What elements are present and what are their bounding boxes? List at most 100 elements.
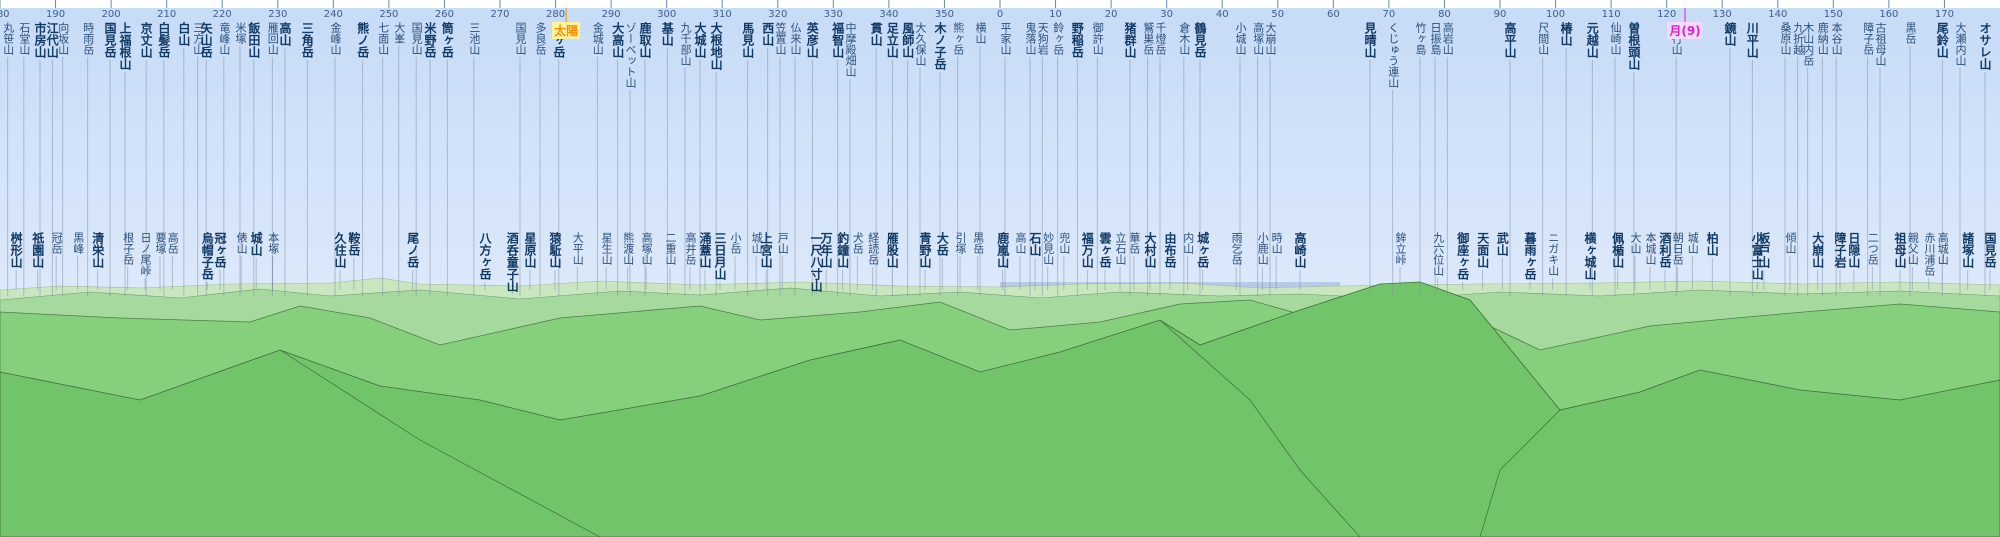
- scale-tick-label: 270: [490, 9, 510, 20]
- peak-label: 大岳: [935, 232, 950, 256]
- peak-label: 大高山: [610, 22, 625, 58]
- peak-label: 大村山: [1143, 232, 1157, 268]
- scale-tick-label: 90: [1493, 9, 1507, 20]
- peak-label: 尾ノ岳: [405, 232, 420, 268]
- scale-tick-label: 180: [0, 9, 10, 20]
- peak-label: 暮雨ヶ岳: [1523, 232, 1537, 280]
- peak-label: 小岳: [729, 232, 742, 254]
- peak-label: 障子岳: [1861, 22, 1875, 55]
- scale-tick-label: 340: [879, 9, 899, 20]
- scale-tick-label: 110: [1601, 9, 1621, 20]
- scale-tick-label: 140: [1768, 9, 1788, 20]
- scale-tick-label: 310: [712, 9, 732, 20]
- peak-label: 大城山: [693, 22, 707, 58]
- peak-label: 古祖母山: [1874, 22, 1887, 66]
- peak-label: 米野岳: [423, 22, 437, 58]
- peak-label: 見晴山: [1363, 22, 1377, 58]
- scale-tick-label: 200: [101, 9, 121, 20]
- peak-label: 白髪岳: [156, 22, 171, 58]
- peak-label: 内山: [1181, 232, 1195, 254]
- peak-label: 上福根山: [118, 22, 132, 70]
- peak-label: 多良岳: [534, 22, 547, 55]
- peak-label: 時山: [1270, 232, 1284, 254]
- peak-label: 日振島: [1429, 22, 1442, 55]
- peak-label: 諸塚山: [1960, 232, 1975, 268]
- peak-label: 野稲岳: [1070, 22, 1085, 58]
- peak-label: 時雨岳: [81, 22, 95, 55]
- peak-label: 米塚: [234, 22, 247, 44]
- peak-label: 高城山: [1936, 232, 1950, 265]
- peak-label: 風師山: [900, 22, 915, 58]
- peak-label: 熊ヶ岳: [951, 22, 965, 55]
- scale-tick-label: 100: [1546, 9, 1566, 20]
- peak-label: 朝日岳: [1671, 232, 1685, 265]
- peak-label: 妙見山: [1041, 232, 1055, 265]
- peak-label: 星原山: [523, 232, 537, 268]
- peak-label: 英彦山: [805, 22, 820, 58]
- scale-tick-label: 300: [657, 9, 677, 20]
- peak-label: 福智山: [830, 22, 845, 58]
- scale-tick-label: 80: [1438, 9, 1451, 20]
- peak-label: 鷲巣岳: [1141, 22, 1155, 55]
- peak-label: 元越山: [1585, 22, 1600, 58]
- peak-label: 木ノ子岳: [933, 22, 947, 70]
- peak-label: 丸笹山: [1, 22, 15, 55]
- peak-label: 酒呑童子山: [505, 232, 520, 292]
- scale-tick-label: 40: [1215, 9, 1229, 20]
- peak-label: 高岩山: [1441, 22, 1455, 55]
- ridge-line: [1159, 319, 1361, 537]
- peak-label: 万年山: [819, 232, 834, 268]
- peak-label: 冠ヶ岳: [213, 232, 227, 268]
- peak-label: 九千部山: [679, 22, 692, 66]
- peak-label: 横山: [974, 22, 987, 44]
- peak-label: 城山: [750, 232, 764, 254]
- peak-label: 本塚: [266, 232, 280, 254]
- scale-tick-label: 120: [1657, 9, 1677, 20]
- peak-label: 尺間山: [1536, 22, 1550, 55]
- peak-label: 鹿取山: [638, 22, 652, 58]
- scale-tick-label: 20: [1104, 9, 1118, 20]
- peak-label: 鈴ヶ岳: [1051, 22, 1065, 55]
- peak-label: 冠岳: [50, 232, 64, 254]
- peak-label: 千燈岳: [1154, 22, 1167, 55]
- peak-label: 上宮山: [759, 232, 774, 268]
- peak-label: 日隠山: [1846, 232, 1861, 268]
- peak-label: 椿山: [1559, 22, 1574, 46]
- peak-label: 七面山: [376, 22, 390, 55]
- peak-label: 御許山: [1091, 22, 1105, 55]
- peak-label: 雨乞岳: [1230, 232, 1244, 265]
- peak-label: 高岳: [166, 232, 180, 254]
- peak-label: 小富士山: [1750, 232, 1765, 280]
- scale-tick-label: 260: [434, 9, 454, 20]
- peak-label: 三角岳: [300, 22, 315, 58]
- peak-label: 三池山: [467, 22, 481, 55]
- peak-label: 本城山: [1644, 232, 1657, 265]
- peak-label: 高塚山: [640, 232, 654, 265]
- peak-label: 板戸山: [1756, 232, 1771, 268]
- peak-label: 中摩殿畑山: [844, 22, 857, 77]
- scale-tick-label: 10: [1049, 9, 1062, 20]
- celestial-marker: 太陽: [552, 22, 581, 39]
- peak-label: 貫山: [869, 22, 884, 46]
- peak-label: 大山: [1629, 232, 1642, 254]
- peak-label: 青野山: [918, 232, 932, 268]
- peak-label: 赤川浦岳: [1922, 232, 1936, 276]
- scale-tick-label: 60: [1326, 9, 1340, 20]
- peak-label: 九六位山: [1431, 232, 1445, 276]
- peak-label: 大久保山: [914, 22, 927, 66]
- peak-label: 障子岩: [1833, 232, 1847, 268]
- peak-label: 兜山: [1057, 232, 1071, 254]
- peak-label: 雲ヶ岳: [1098, 232, 1112, 268]
- peak-label: 大崩山: [1264, 22, 1277, 55]
- peak-label: 祇園山: [30, 232, 45, 268]
- peak-label: 竹ヶ島: [1414, 22, 1427, 55]
- scale-tick-label: 70: [1382, 9, 1396, 20]
- peak-label: 大峯: [392, 22, 406, 44]
- peak-label: 川平山: [1745, 22, 1760, 58]
- peak-label: ニガキ山: [1546, 232, 1560, 276]
- celestial-marker: 月(9): [1667, 22, 1703, 39]
- peak-label: 江代山: [45, 22, 60, 58]
- sky: [0, 0, 2000, 300]
- peak-label: 二つ岳: [1866, 232, 1880, 265]
- peak-label: 清栄山: [90, 232, 105, 268]
